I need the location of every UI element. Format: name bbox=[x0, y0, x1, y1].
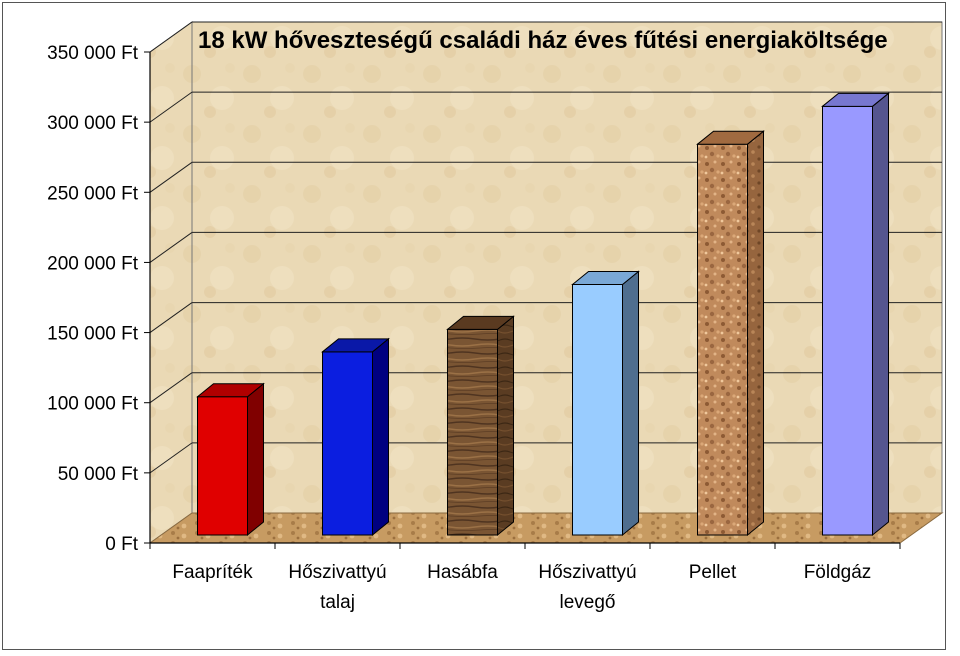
axes bbox=[144, 51, 901, 549]
bar-top bbox=[696, 130, 765, 145]
gridline-side bbox=[149, 232, 193, 263]
y-tick-label: 50 000 Ft bbox=[58, 464, 139, 485]
chart-back-wall bbox=[191, 21, 943, 514]
x-tick-label: Hőszivattyú bbox=[288, 562, 386, 583]
bar-top bbox=[196, 383, 265, 398]
bar-1 bbox=[321, 337, 390, 537]
x-tick-label: Hőszivattyú bbox=[538, 562, 636, 583]
bar-3 bbox=[571, 270, 640, 537]
bar-4 bbox=[696, 130, 765, 537]
bar-top bbox=[571, 270, 640, 285]
bar-side bbox=[622, 270, 639, 537]
gridline-side bbox=[149, 442, 193, 474]
bar-side bbox=[872, 92, 889, 537]
bar-top bbox=[321, 338, 390, 353]
chart-title: 18 kW hőveszteségű családi ház éves fűté… bbox=[198, 27, 888, 54]
bar-top bbox=[821, 92, 890, 107]
x-tick-label: talaj bbox=[320, 592, 355, 613]
gridline-side bbox=[149, 91, 193, 123]
bar-0 bbox=[196, 382, 265, 537]
y-axis-tick-labels: 0 Ft 50 000 Ft 100 000 Ft 150 000 Ft 200 000… bbox=[47, 43, 139, 555]
x-tick-label: Földgáz bbox=[804, 562, 872, 583]
bar-top bbox=[446, 315, 515, 330]
bar-front bbox=[197, 396, 248, 536]
bar-2 bbox=[446, 315, 515, 537]
bar-5 bbox=[821, 92, 890, 537]
x-tick-label: Faapríték bbox=[172, 562, 253, 583]
bars bbox=[196, 92, 890, 537]
y-tick-label: 300 000 Ft bbox=[47, 113, 139, 134]
y-tick-label: 100 000 Ft bbox=[47, 394, 139, 415]
x-tick-label: Pellet bbox=[689, 562, 737, 583]
y-tick-label: 150 000 Ft bbox=[47, 324, 139, 345]
y-tick-label: 350 000 Ft bbox=[47, 43, 139, 64]
bar-side bbox=[247, 382, 264, 537]
x-tick-label: levegő bbox=[560, 592, 616, 613]
gridline-side bbox=[149, 21, 193, 53]
x-tick-label: Hasábfa bbox=[427, 562, 498, 583]
y-tick-label: 0 Ft bbox=[105, 534, 138, 555]
bar-side bbox=[372, 337, 389, 537]
y-tick-label: 200 000 Ft bbox=[47, 253, 139, 274]
bar-front bbox=[322, 351, 373, 536]
y-tick-label: 250 000 Ft bbox=[47, 183, 139, 204]
bar-side bbox=[497, 315, 514, 537]
gridlines bbox=[149, 21, 942, 474]
chart-side-wall bbox=[149, 21, 193, 544]
bar-front bbox=[697, 143, 748, 536]
bar-front bbox=[572, 283, 623, 536]
x-axis-tick-labels: Faapríték Hőszivattyú talaj Hasábfa Hőszivat… bbox=[172, 562, 871, 613]
gridline-side bbox=[149, 302, 193, 333]
gridline-side bbox=[149, 372, 193, 404]
gridline-side bbox=[149, 161, 193, 193]
bar-front bbox=[447, 328, 498, 536]
bar-side bbox=[747, 130, 764, 537]
bar-front bbox=[822, 105, 873, 536]
